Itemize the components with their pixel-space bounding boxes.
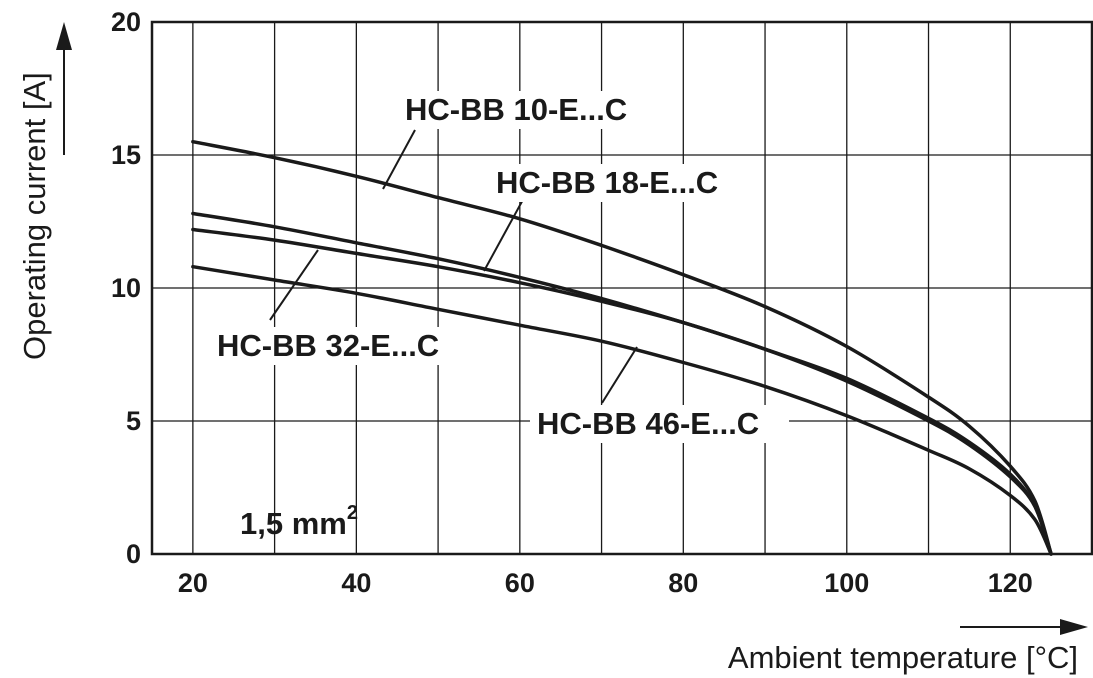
series-label-hc-bb-18-e-c: HC-BB 18-E...C (496, 165, 718, 200)
y-tick-label: 0 (126, 539, 141, 569)
x-tick-label: 120 (988, 568, 1033, 598)
y-tick-label: 20 (111, 7, 141, 37)
series-label-hc-bb-46-e-c: HC-BB 46-E...C (537, 406, 759, 441)
x-tick-label: 40 (341, 568, 371, 598)
series-line-hc-bb-46-e-c (191, 264, 1053, 556)
label-background (210, 327, 469, 365)
y-axis-title: Operating current [A] (17, 72, 52, 360)
x-tick-labels: 20 40 60 80 100 120 (178, 568, 1033, 598)
x-tick-label: 20 (178, 568, 208, 598)
x-axis-title: Ambient temperature [°C] (728, 640, 1078, 675)
label-background (398, 91, 657, 129)
y-tick-labels: 0 5 10 15 20 (111, 7, 141, 569)
curve-labels: HC-BB 10-E...C HC-BB 18-E...C HC-BB 32-E..… (210, 91, 789, 443)
y-tick-label: 10 (111, 273, 141, 303)
y-axis-arrow (56, 22, 72, 155)
series-label-hc-bb-32-e-c: HC-BB 32-E...C (217, 328, 439, 363)
series-line-hc-bb-18-e-c (191, 211, 1053, 556)
note-superscript: 2 (347, 502, 358, 524)
plot-frame (150, 20, 1093, 556)
series-line-hc-bb-10-e-c (191, 139, 1053, 556)
x-tick-label: 60 (505, 568, 535, 598)
leader-line-hc-bb-10-e-c (382, 129, 416, 190)
label-background (530, 405, 789, 443)
x-tick-label: 100 (824, 568, 869, 598)
series-line-hc-bb-32-e-c (191, 227, 1053, 556)
y-tick-label: 15 (111, 140, 141, 170)
series-label-hc-bb-10-e-c: HC-BB 10-E...C (405, 92, 627, 127)
wire-size-note: 1,5 mm2 (240, 502, 358, 541)
leader-line-hc-bb-18-e-c (483, 195, 526, 272)
curves (191, 139, 1053, 556)
y-tick-label: 5 (126, 406, 141, 436)
x-axis-arrow (960, 619, 1088, 635)
label-background (489, 164, 748, 202)
leader-line-hc-bb-32-e-c (269, 249, 319, 321)
leader-line-hc-bb-46-e-c (601, 346, 638, 404)
x-tick-label: 80 (668, 568, 698, 598)
